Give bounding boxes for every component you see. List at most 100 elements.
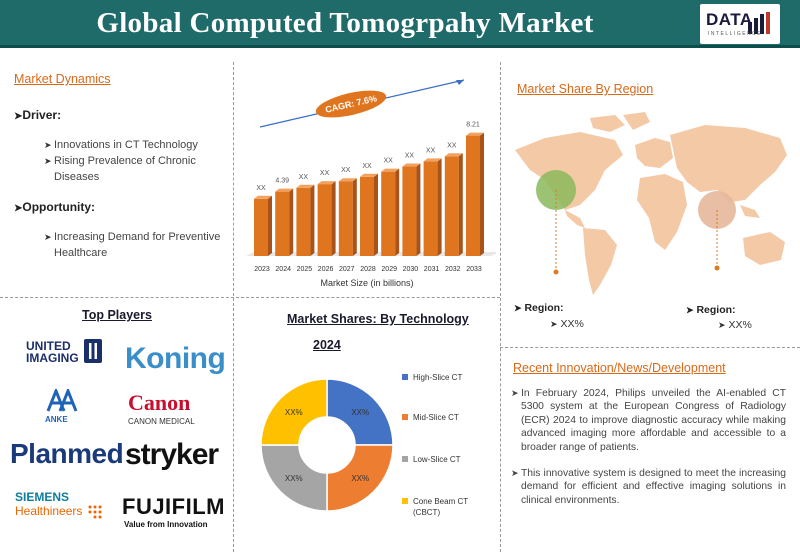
bar-front xyxy=(444,156,459,256)
x-axis-label: Market Size (in billions) xyxy=(320,278,413,288)
bar xyxy=(296,184,315,256)
bar-top xyxy=(338,178,357,182)
bar xyxy=(275,188,294,256)
x-tick-label: 2023 xyxy=(254,266,270,273)
region-label-2: ➤ Region: xyxy=(686,304,736,316)
x-tick-label: 2032 xyxy=(445,266,461,273)
bar-top xyxy=(444,153,463,157)
bar-side xyxy=(480,132,484,256)
bar-side xyxy=(437,158,442,256)
bar-side xyxy=(331,181,336,256)
siemens-dots-icon xyxy=(88,505,102,519)
united-imaging-icon xyxy=(84,339,102,363)
bar-side xyxy=(289,188,294,256)
bar-data-label: XX xyxy=(341,167,351,174)
koning-logo: Koning xyxy=(125,342,226,375)
bar-front xyxy=(402,166,417,256)
canon-logo: Canon xyxy=(128,390,191,415)
news-item: ➤ In February 2024, Philips unveiled the … xyxy=(511,388,786,453)
x-tick-label: 2028 xyxy=(360,266,376,273)
region-value-2: ➤ XX% xyxy=(718,319,752,331)
technology-year: 2024 xyxy=(313,338,341,352)
divider-right xyxy=(500,62,501,552)
legend-swatch xyxy=(402,498,408,504)
bar-top xyxy=(423,158,442,162)
bar-data-label: XX xyxy=(447,142,457,149)
brand-logo: DATA INTELLIGENCE xyxy=(700,4,780,44)
united-imaging-logo: UNITED IMAGING xyxy=(26,339,79,365)
donut-slice-label: XX% xyxy=(285,474,303,483)
bar-side xyxy=(458,153,463,256)
page-title: Global Computed Tomogrpahy Market xyxy=(96,7,594,39)
fujifilm-tagline: Value from Innovation xyxy=(124,520,208,529)
donut-slice-label: XX% xyxy=(351,474,369,483)
bar xyxy=(423,158,442,256)
bar xyxy=(466,132,484,256)
region-title: Market Share By Region xyxy=(517,82,654,96)
bar-top xyxy=(466,132,484,136)
bar-front xyxy=(381,171,396,256)
players-title: Top Players xyxy=(82,308,152,322)
driver-item: ➤ Innovations in CT Technology xyxy=(44,139,198,151)
bar-data-label: XX xyxy=(256,185,266,192)
bar-data-label: XX xyxy=(405,153,415,160)
bar-data-label: XX xyxy=(362,163,372,170)
market-size-bar-chart: XX 2023 4.39 2024 XX 2025 XX 2026 XX 2027 XX 2028 XX… xyxy=(246,79,496,288)
header-bar: Global Computed Tomogrpahy Market DATA I… xyxy=(0,0,800,48)
logo-subtitle: INTELLIGENCE xyxy=(708,31,763,37)
technology-title: Market Shares: By Technology xyxy=(287,312,469,326)
legend-label-cont: (CBCT) xyxy=(413,508,441,517)
bar-top xyxy=(317,181,336,185)
x-tick-label: 2030 xyxy=(403,266,419,273)
divider-left xyxy=(233,62,234,552)
donut-slice xyxy=(326,378,394,446)
bar xyxy=(402,163,421,256)
bar-data-label: XX xyxy=(320,170,330,177)
bar-front xyxy=(296,187,311,256)
siemens-logo: SIEMENS Healthineers xyxy=(15,490,83,518)
bar-top xyxy=(296,184,315,188)
legend-label: Cone Beam CT xyxy=(413,497,469,506)
dynamics-title: Market Dynamics xyxy=(14,72,111,86)
bar-data-label: XX xyxy=(299,174,309,181)
world-map xyxy=(515,112,787,295)
news-title: Recent Innovation/News/Development xyxy=(513,361,726,375)
legend-item: Low-Slice CT xyxy=(402,454,461,465)
legend-swatch xyxy=(402,456,408,462)
opportunity-label: ➤Opportunity: xyxy=(14,200,96,214)
bar-side xyxy=(352,178,357,256)
bar xyxy=(381,168,400,256)
anke-logo: ANKE xyxy=(45,415,68,424)
bar-top xyxy=(402,163,421,167)
bar xyxy=(254,195,272,256)
bar-side xyxy=(268,195,272,256)
region-label-1: ➤ Region: xyxy=(514,302,564,314)
stryker-logo: stryker xyxy=(125,438,219,471)
legend-swatch xyxy=(402,414,408,420)
legend-item: Mid-Slice CT xyxy=(402,412,459,423)
anke-icon xyxy=(46,389,78,412)
bar-data-label: XX xyxy=(426,147,436,154)
bar-top xyxy=(275,188,294,192)
logo-bars-icon xyxy=(748,12,770,34)
driver-label: ➤Driver: xyxy=(14,108,62,122)
bar-front xyxy=(423,161,438,256)
divider-mid-left xyxy=(0,297,500,298)
bar-side xyxy=(310,184,315,256)
planmed-logo: Planmed xyxy=(10,438,124,469)
driver-item: ➤ Rising Prevalence of Chronic xyxy=(44,155,196,167)
cagr-badge xyxy=(315,90,387,118)
bar xyxy=(317,181,336,256)
x-tick-label: 2029 xyxy=(381,266,397,273)
canon-medical-text: CANON MEDICAL xyxy=(128,417,195,426)
x-tick-label: 2031 xyxy=(424,266,440,273)
bar-side xyxy=(416,163,421,256)
region-value-1: ➤ XX% xyxy=(550,318,584,330)
bar-data-label: 8.21 xyxy=(466,122,480,129)
donut-slice-label: XX% xyxy=(351,408,369,417)
bar xyxy=(444,153,463,256)
bar-top xyxy=(381,168,400,172)
donut-slice-label: XX% xyxy=(285,408,303,417)
bar-data-label: XX xyxy=(384,158,394,165)
opportunity-item-cont: Healthcare xyxy=(54,247,108,259)
